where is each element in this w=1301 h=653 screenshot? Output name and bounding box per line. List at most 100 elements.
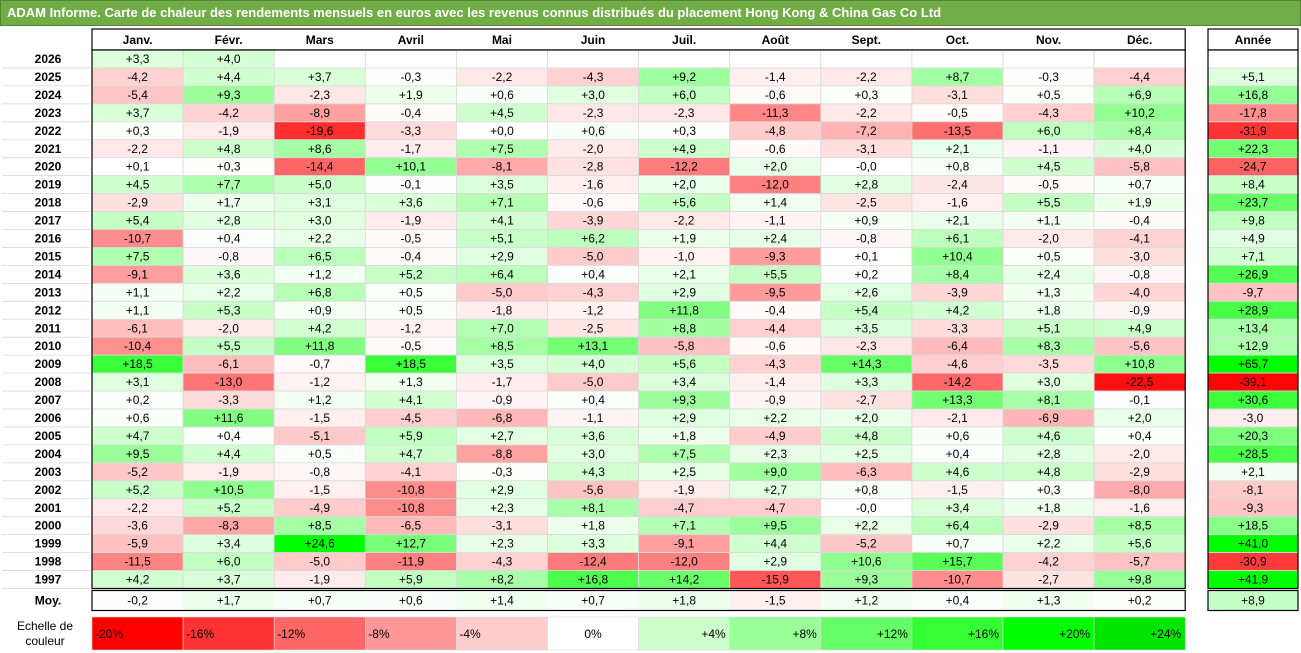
cell-value: -6,8 — [492, 411, 513, 425]
cell-value: -2,1 — [947, 411, 968, 425]
cell-value: -10,8 — [397, 501, 425, 515]
cell-value: +2,0 — [854, 411, 878, 425]
month-header-row — [91, 28, 1186, 51]
cell-value: +16,8 — [578, 573, 609, 587]
cell-value: +2,2 — [217, 285, 241, 299]
cell-value: +8,3 — [1037, 339, 1061, 353]
cell-value: -5,0 — [309, 555, 330, 569]
cell-value: +14,3 — [851, 357, 882, 371]
cell-value: -1,4 — [765, 70, 786, 84]
cell-value: -13,0 — [215, 375, 243, 389]
cell-value: -3,9 — [947, 285, 968, 299]
color-scale-label: Echelle de couleur — [17, 619, 73, 648]
cell-value: +18,5 — [122, 357, 153, 371]
cell-value: +4,3 — [581, 465, 605, 479]
average-value: -1,5 — [765, 594, 786, 608]
year-label-2000: 2000 — [35, 519, 62, 533]
cell-value: -9,1 — [674, 537, 695, 551]
cell-value: +3,3 — [581, 537, 605, 551]
cell-value: +5,2 — [217, 501, 241, 515]
cell-value: -2,2 — [674, 214, 695, 228]
annual-value: +65,7 — [1238, 357, 1269, 371]
cell-value: +3,5 — [854, 321, 878, 335]
cell-value: +10,1 — [396, 160, 427, 174]
cell-value: +6,8 — [308, 285, 332, 299]
annual-value: -31,9 — [1239, 124, 1267, 138]
average-value: +0,7 — [581, 594, 605, 608]
cell-value: +1,9 — [399, 88, 423, 102]
average-cell — [547, 590, 639, 611]
cell-value: +1,3 — [1037, 285, 1061, 299]
cell-value: +5,6 — [1128, 537, 1152, 551]
cell-value: -2,2 — [127, 142, 148, 156]
cell-value: +0,5 — [1037, 249, 1061, 263]
year-label-1999: 1999 — [35, 537, 62, 551]
cell-value: +4,2 — [308, 321, 332, 335]
color-scale-swatch — [729, 616, 822, 651]
cell-value: -2,3 — [674, 106, 695, 120]
cell-value: -1,6 — [947, 196, 968, 210]
average-value: +1,8 — [672, 594, 696, 608]
cell-value: -1,9 — [674, 483, 695, 497]
color-scale-label-2: -12% — [277, 627, 305, 641]
cell-value: -1,9 — [309, 573, 330, 587]
cell-value: -4,6 — [947, 357, 968, 371]
color-scale-label-11: +24% — [1150, 627, 1181, 641]
annual-value: +2,1 — [1241, 465, 1265, 479]
cell-value: +1,2 — [308, 267, 332, 281]
cell-value: +2,7 — [763, 483, 787, 497]
average-value: +0,6 — [399, 594, 423, 608]
cell-value: +1,1 — [126, 285, 150, 299]
cell-value: +1,8 — [672, 429, 696, 443]
cell-value: +2,0 — [763, 160, 787, 174]
cell-value: -4,9 — [765, 429, 786, 443]
cell-value: +2,0 — [1128, 411, 1152, 425]
cell-value: +4,8 — [217, 142, 241, 156]
cell-value: -1,1 — [1038, 142, 1059, 156]
cell-value: +0,9 — [308, 303, 332, 317]
cell-value: +2,5 — [854, 447, 878, 461]
cell-value: -2,0 — [1129, 447, 1150, 461]
cell-value: +2,4 — [1037, 267, 1061, 281]
cell-value: -8,0 — [1129, 483, 1150, 497]
annual-cell — [1207, 49, 1299, 69]
cell-value: +1,2 — [308, 393, 332, 407]
cell-value: +9,5 — [763, 519, 787, 533]
cell-value: +0,9 — [854, 214, 878, 228]
average-cell — [274, 590, 366, 611]
cell-value: +10,8 — [1124, 357, 1155, 371]
cell-value: +0,5 — [399, 285, 423, 299]
cell-value: -0,4 — [401, 106, 422, 120]
cell-value: -0,9 — [1129, 303, 1150, 317]
cell-value: -8,3 — [218, 519, 239, 533]
cell-value: +8,5 — [308, 519, 332, 533]
cell-value: -2,3 — [856, 339, 877, 353]
average-value: +1,4 — [490, 594, 514, 608]
cell-value: +24,6 — [305, 537, 336, 551]
cell-value: +1,1 — [1037, 214, 1061, 228]
cell-value: +9,3 — [217, 88, 241, 102]
cell-value: +7,5 — [126, 249, 150, 263]
cell-value: +2,9 — [763, 555, 787, 569]
cell-value: -3,1 — [492, 519, 513, 533]
cell-value: -0,7 — [309, 357, 330, 371]
cell-value: +2,5 — [672, 465, 696, 479]
cell-value: +8,1 — [581, 501, 605, 515]
month-grid-border — [91, 49, 1186, 590]
cell-value: +6,2 — [581, 232, 605, 246]
cell-value: +2,9 — [672, 285, 696, 299]
cell-value: -0,4 — [401, 249, 422, 263]
cell-value: -0,3 — [1038, 70, 1059, 84]
cell-value: +9,8 — [1128, 573, 1152, 587]
year-label-2024: 2024 — [35, 88, 62, 102]
cell-value: -2,3 — [583, 106, 604, 120]
cell-value: +4,6 — [1037, 429, 1061, 443]
cell-value: -4,7 — [674, 501, 695, 515]
annual-value: +23,7 — [1238, 196, 1269, 210]
cell-value: -5,6 — [1129, 339, 1150, 353]
cell-value: +3,0 — [581, 447, 605, 461]
annual-value: +26,9 — [1238, 267, 1269, 281]
cell-value: -2,8 — [583, 160, 604, 174]
annual-value: -30,9 — [1239, 555, 1267, 569]
cell-value: +0,2 — [854, 267, 878, 281]
